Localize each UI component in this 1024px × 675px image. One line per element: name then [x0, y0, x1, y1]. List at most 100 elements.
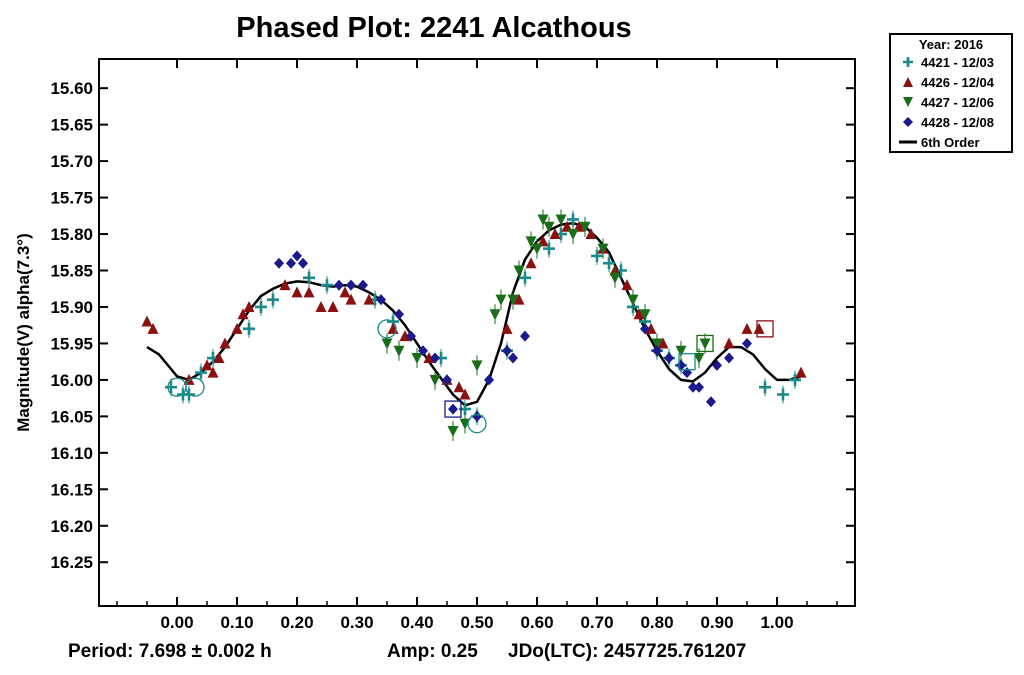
plot-frame	[98, 58, 856, 607]
data-point-triangle-down	[675, 345, 687, 357]
chart-title: Phased Plot: 2241 Alcathous	[236, 12, 632, 44]
data-point-triangle-up	[453, 381, 465, 393]
diamond-marker-icon	[903, 117, 913, 127]
legend-label: 4421 - 12/03	[921, 54, 995, 70]
circled-point	[377, 319, 397, 339]
legend: Year: 2016 4421 - 12/03 4426 - 12/04 442…	[889, 33, 1013, 153]
data-point-triangle-down	[597, 243, 609, 255]
boxed-point	[678, 353, 696, 371]
boxed-point	[444, 400, 462, 418]
y-tick-label: 15.95	[50, 334, 93, 353]
x-tick-label: 0.00	[160, 613, 193, 632]
boxed-point	[756, 320, 774, 338]
data-point-diamond	[712, 359, 722, 371]
data-point-triangle-down	[693, 353, 705, 365]
data-point-triangle-up	[363, 293, 375, 305]
legend-label: 4427 - 12/06	[921, 94, 995, 110]
data-point-diamond	[334, 279, 344, 291]
triangle-up-marker-icon	[903, 77, 913, 87]
x-tick-label: 0.80	[640, 613, 673, 632]
data-point-triangle-up	[741, 322, 753, 334]
boxed-point	[696, 334, 714, 353]
data-point-triangle-up	[345, 293, 357, 305]
data-point-triangle-down	[555, 214, 567, 226]
data-point-triangle-up	[585, 228, 597, 240]
data-point-triangle-up	[279, 279, 291, 291]
data-point-triangle-up	[513, 293, 525, 305]
data-point-triangle-up	[525, 257, 537, 269]
data-point-triangle-up	[723, 337, 735, 349]
data-point-triangle-down	[699, 338, 711, 350]
x-tick-label: 0.20	[280, 613, 313, 632]
data-point-triangle-up	[315, 300, 327, 312]
data-point-diamond	[430, 352, 440, 364]
data-point-triangle-down	[639, 309, 651, 321]
data-point-triangle-down	[429, 374, 441, 386]
y-axis-label: Magnitude(V) alpha(7.3°)	[14, 233, 33, 432]
y-tick-label: 15.60	[50, 79, 93, 98]
data-point-diamond	[346, 279, 356, 291]
y-tick-label: 16.15	[50, 480, 93, 499]
data-point-triangle-up	[291, 286, 303, 298]
data-point-diamond	[394, 308, 404, 320]
triangle-down-marker-icon	[903, 97, 913, 107]
data-point-triangle-up	[537, 235, 549, 247]
y-tick-label: 15.75	[50, 189, 93, 208]
data-point-diamond	[358, 279, 368, 291]
data-point-triangle-up	[657, 337, 669, 349]
data-point-triangle-up	[339, 286, 351, 298]
data-point-triangle-up	[501, 322, 513, 334]
data-point-diamond	[682, 367, 692, 379]
data-point-triangle-up	[243, 300, 255, 312]
data-point-triangle-down	[471, 360, 483, 372]
data-point-diamond	[502, 345, 512, 357]
y-tick-label: 15.80	[50, 225, 93, 244]
data-point-triangle-up	[141, 315, 153, 327]
data-point-diamond	[664, 352, 674, 364]
data-point-diamond	[652, 345, 662, 357]
data-point-triangle-up	[231, 322, 243, 334]
data-point-diamond	[484, 374, 494, 386]
data-point-triangle-down	[513, 265, 525, 277]
data-point-diamond	[292, 250, 302, 262]
y-tick-label: 16.10	[50, 444, 93, 463]
data-point-diamond	[706, 396, 716, 408]
jdo-text: JDo(LTC): 2457725.761207	[508, 641, 747, 662]
data-point-triangle-down	[579, 221, 591, 233]
x-tick-label: 0.70	[580, 613, 613, 632]
circled-point	[185, 377, 205, 397]
data-point-triangle-up	[387, 322, 399, 334]
y-tick-label: 16.25	[50, 553, 93, 572]
data-point-triangle-down	[447, 425, 459, 437]
data-point-triangle-down	[531, 243, 543, 255]
data-point-triangle-up	[183, 373, 195, 385]
data-point-diamond	[508, 352, 518, 364]
data-point-triangle-down	[627, 294, 639, 306]
fit-line-icon	[899, 140, 917, 144]
x-tick-label: 0.40	[400, 613, 433, 632]
data-point-triangle-down	[537, 214, 549, 226]
data-point-triangle-down	[543, 221, 555, 233]
data-point-triangle-down	[393, 345, 405, 357]
data-point-triangle-up	[459, 388, 471, 400]
data-point-diamond	[376, 294, 386, 306]
data-point-triangle-up	[795, 366, 807, 378]
y-tick-label: 15.65	[50, 116, 93, 135]
x-tick-label: 1.00	[760, 613, 793, 632]
data-point-triangle-up	[549, 228, 561, 240]
x-tick-label: 0.30	[340, 613, 373, 632]
data-point-diamond	[688, 381, 698, 393]
data-point-diamond	[286, 257, 296, 269]
legend-item-fit: 6th Order	[891, 132, 1011, 152]
amp-text: Amp: 0.25	[387, 641, 478, 662]
legend-item-4421: 4421 - 12/03	[891, 52, 1011, 72]
data-point-triangle-down	[525, 236, 537, 248]
x-tick-label: 0.90	[700, 613, 733, 632]
circled-point	[467, 414, 487, 434]
y-tick-label: 16.05	[50, 407, 93, 426]
data-point-diamond	[406, 330, 416, 342]
data-point-triangle-up	[147, 322, 159, 334]
data-point-triangle-up	[621, 279, 633, 291]
data-point-triangle-down	[381, 338, 393, 350]
